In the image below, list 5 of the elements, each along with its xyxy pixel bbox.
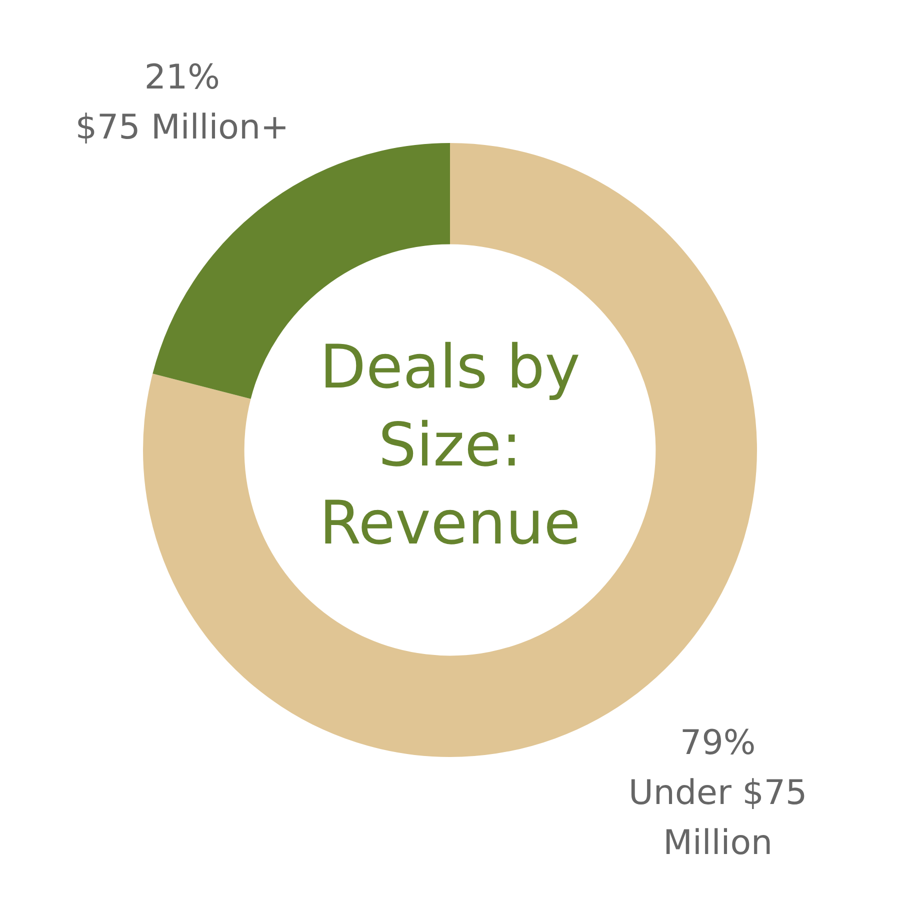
data-label: 21% [144, 58, 220, 98]
data-label: 79% [680, 723, 756, 764]
text: Deals by Size: Revenue [319, 332, 581, 559]
slice-label: Under $75 Million [628, 773, 808, 864]
slice-label: $75 Million+ [75, 108, 289, 148]
